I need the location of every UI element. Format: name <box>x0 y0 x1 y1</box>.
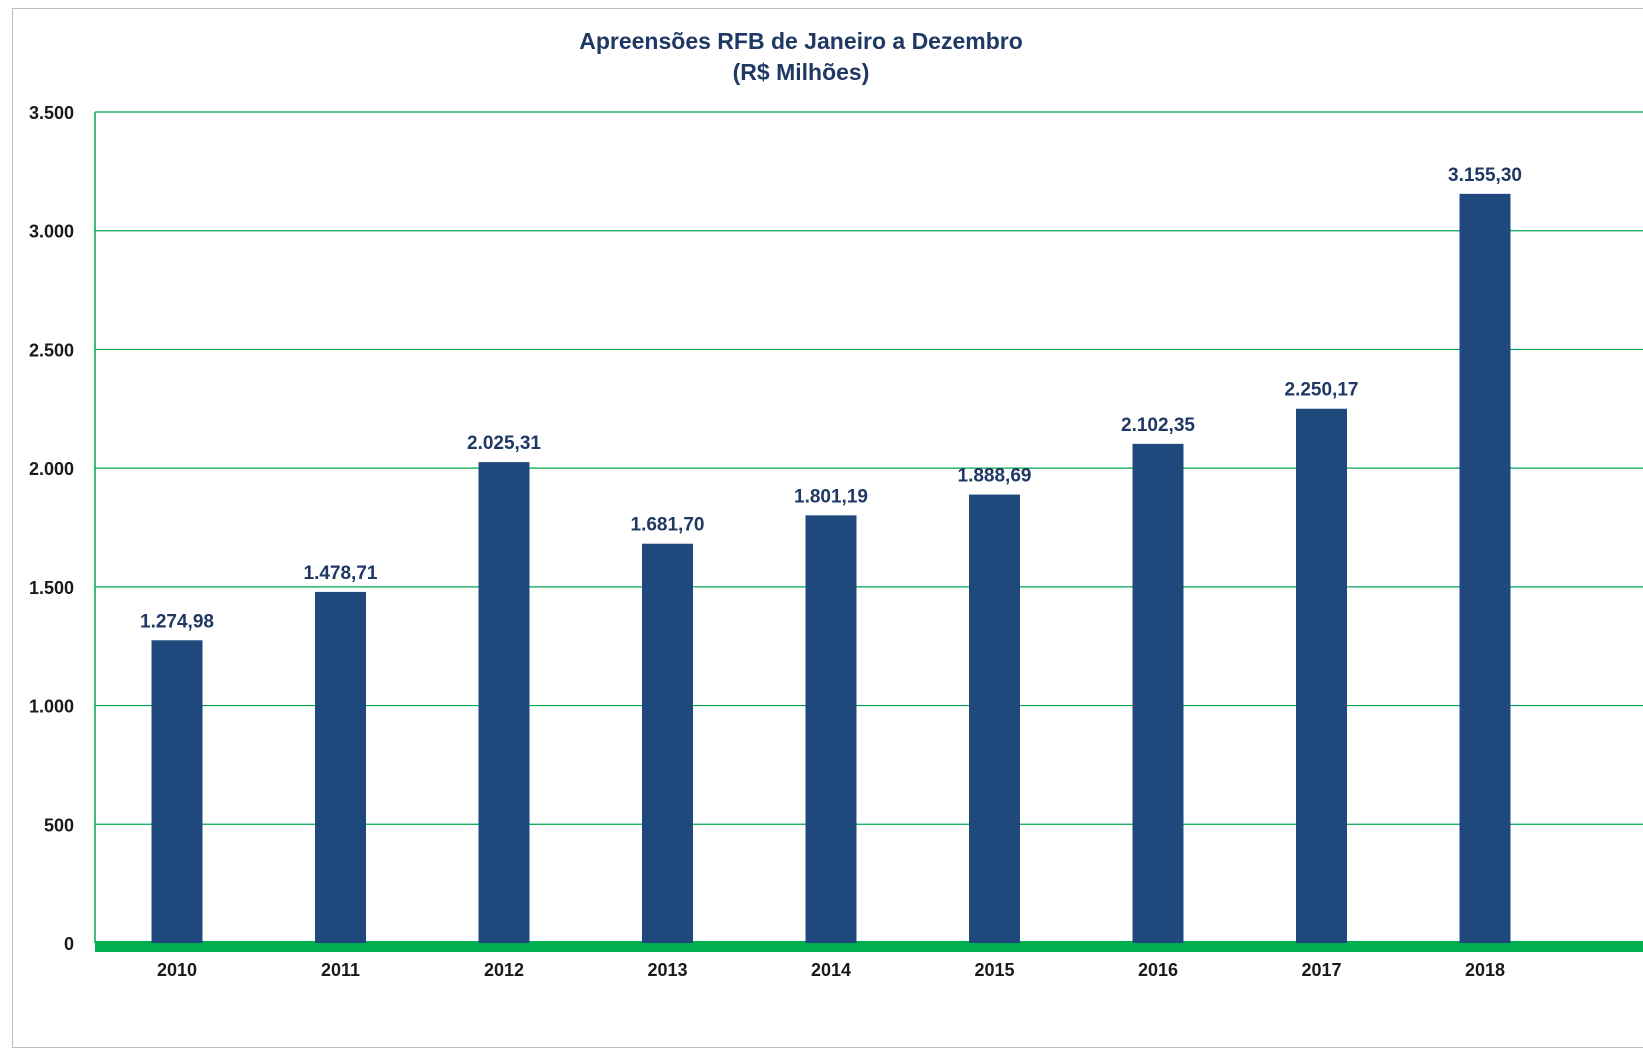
data-label-2017: 2.250,17 <box>1285 380 1359 401</box>
y-tick-label: 2.000 <box>29 459 74 479</box>
x-tick-label-2014: 2014 <box>811 960 851 980</box>
x-axis-ticks: 2010 2011 2012 2013 2014 2015 2016 2017 2018 <box>157 960 1505 980</box>
y-axis-ticks: 0 500 1.000 1.500 2.000 2.500 3.000 3.500 <box>29 103 74 954</box>
x-tick-label-2012: 2012 <box>484 960 524 980</box>
x-tick-label-2017: 2017 <box>1301 960 1341 980</box>
x-tick-label-2013: 2013 <box>647 960 687 980</box>
x-tick-label-2018: 2018 <box>1465 960 1505 980</box>
x-tick-label-2015: 2015 <box>974 960 1014 980</box>
y-tick-label: 1.000 <box>29 697 74 717</box>
bar-2014 <box>805 515 857 943</box>
y-tick-label: 500 <box>44 815 74 835</box>
x-tick-label-2011: 2011 <box>321 960 360 980</box>
y-tick-label: 2.500 <box>29 340 74 360</box>
data-label-2011: 1.478,71 <box>304 563 378 584</box>
y-tick-label: 0 <box>64 934 74 954</box>
y-tick-label: 3.000 <box>29 222 74 242</box>
bar-2015 <box>969 494 1020 943</box>
data-label-2013: 1.681,70 <box>631 515 705 536</box>
bars <box>151 193 1511 944</box>
bar-chart: Apreensões RFB de Janeiro a Dezembro (R$… <box>29 28 1643 980</box>
x-tick-label-2016: 2016 <box>1138 960 1178 980</box>
bar-2010 <box>151 640 203 943</box>
y-tick-label: 1.500 <box>29 578 74 598</box>
chart-subtitle: (R$ Milhões) <box>733 59 870 85</box>
data-label-2012: 2.025,31 <box>467 433 541 454</box>
data-label-2016: 2.102,35 <box>1121 415 1195 436</box>
data-label-2014: 1.801,19 <box>794 486 868 507</box>
data-label-2015: 1.888,69 <box>958 466 1032 487</box>
x-tick-label-2010: 2010 <box>157 960 197 980</box>
data-label-2018: 3.155,30 <box>1448 165 1522 186</box>
data-labels: 1.274,98 1.478,71 2.025,31 1.681,70 1.801,19… <box>140 165 1522 632</box>
bar-2013 <box>642 543 693 943</box>
bar-2017 <box>1296 408 1347 943</box>
bar-2011 <box>315 591 366 943</box>
y-tick-label: 3.500 <box>29 103 74 123</box>
chart-frame: Apreensões RFB de Janeiro a Dezembro (R$… <box>12 8 1643 1048</box>
data-label-2010: 1.274,98 <box>140 611 214 632</box>
bar-2012 <box>478 462 530 943</box>
x-axis-baseline <box>95 941 1643 952</box>
chart-title: Apreensões RFB de Janeiro a Dezembro <box>579 28 1023 54</box>
bar-2016 <box>1132 443 1184 943</box>
bar-2018 <box>1459 193 1511 944</box>
